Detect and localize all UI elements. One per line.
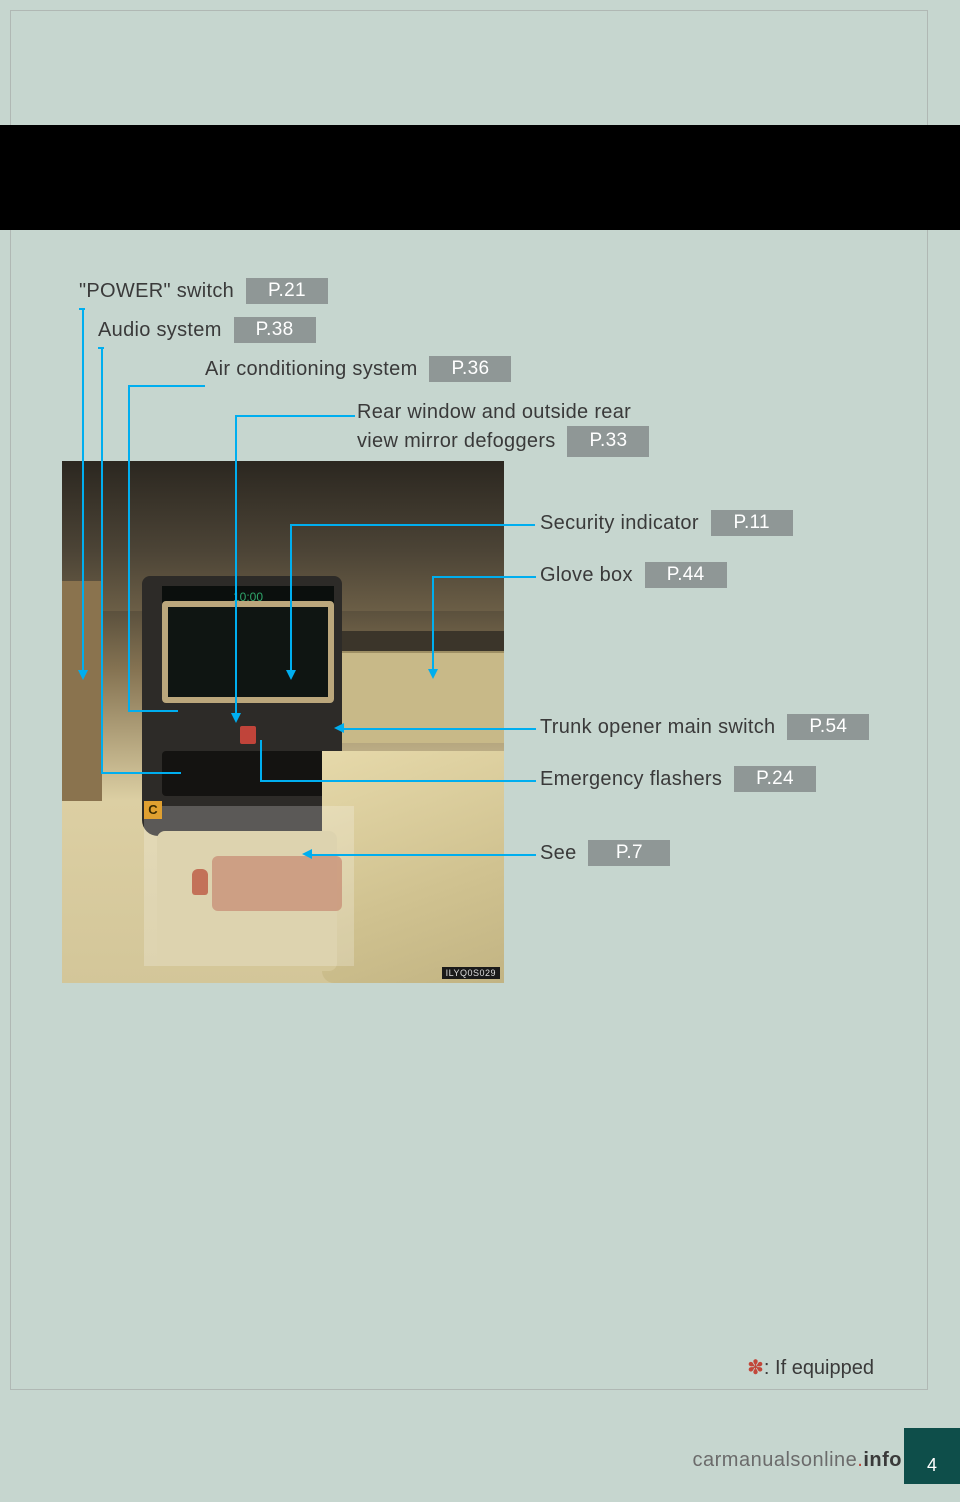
arrow-icon xyxy=(78,670,88,680)
footnote: ✽: If equipped xyxy=(747,1355,874,1380)
header-black-band xyxy=(0,125,960,230)
label-security-indicator: Security indicator P.11 xyxy=(540,510,793,536)
pageref-audio[interactable]: P.38 xyxy=(234,317,316,343)
watermark: carmanualsonline.info xyxy=(693,1449,902,1472)
arrow-icon xyxy=(286,670,296,680)
pageref-see[interactable]: P.7 xyxy=(588,840,670,866)
label-audio-system: Audio system P.38 xyxy=(98,317,316,343)
label-defoggers: Rear window and outside rear view mirror… xyxy=(357,398,697,457)
label-trunk-opener: Trunk opener main switch P.54 xyxy=(540,714,869,740)
pageref-defog[interactable]: P.33 xyxy=(567,426,649,457)
label-emergency-flashers: Emergency flashers P.24 xyxy=(540,766,816,792)
pageref-trunk[interactable]: P.54 xyxy=(787,714,869,740)
image-code: ILYQ0S029 xyxy=(442,967,500,979)
pageref-ac[interactable]: P.36 xyxy=(429,356,511,382)
label-power-switch: "POWER" switch P.21 xyxy=(79,278,328,304)
label-ac-system: Air conditioning system P.36 xyxy=(205,356,511,382)
arrow-icon xyxy=(334,723,344,733)
zone-c-tag: C xyxy=(144,801,162,819)
arrow-icon xyxy=(231,713,241,723)
arrow-icon xyxy=(428,669,438,679)
dashboard-illustration: 10:00 C ILYQ0S029 xyxy=(62,461,504,983)
arrow-icon xyxy=(302,849,312,859)
pageref-security[interactable]: P.11 xyxy=(711,510,793,536)
pageref-glove[interactable]: P.44 xyxy=(645,562,727,588)
label-glove-box: Glove box P.44 xyxy=(540,562,727,588)
pageref-hazard[interactable]: P.24 xyxy=(734,766,816,792)
pageref-power[interactable]: P.21 xyxy=(246,278,328,304)
label-see-ref: See P.7 xyxy=(540,840,670,866)
page-number: 4 xyxy=(904,1428,960,1484)
